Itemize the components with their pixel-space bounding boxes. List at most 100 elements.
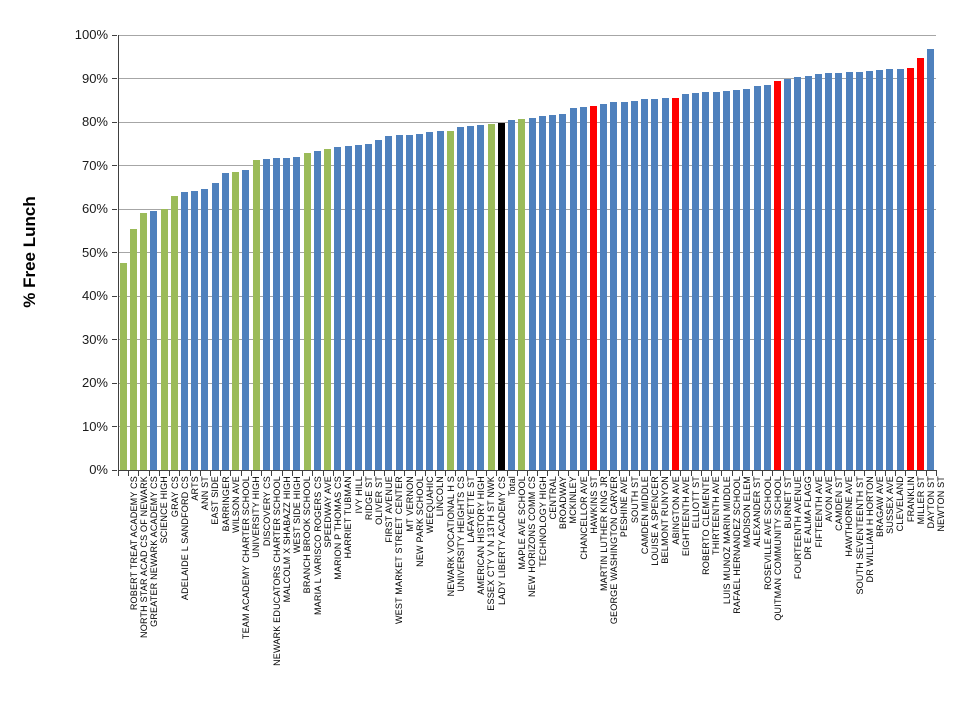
bar <box>416 133 424 470</box>
x-axis-tick <box>762 471 764 476</box>
bar <box>129 228 137 470</box>
x-axis-tick <box>782 471 784 476</box>
x-axis-tick <box>680 471 682 476</box>
x-axis-label: NEWTON ST <box>936 476 947 532</box>
x-axis-tick <box>690 471 692 476</box>
x-axis-label: THIRTEENTH AVE <box>711 476 722 555</box>
y-axis-tick-label: 60% <box>81 201 108 216</box>
bar <box>763 85 771 470</box>
bar <box>365 144 372 470</box>
gridline <box>118 382 936 384</box>
y-axis-tick <box>112 426 117 427</box>
bar <box>119 263 127 470</box>
x-axis-tick <box>230 471 232 476</box>
x-axis-tick <box>649 471 651 476</box>
x-axis-tick <box>210 471 212 476</box>
y-axis-tick <box>112 469 117 471</box>
x-axis-tick <box>619 471 621 476</box>
x-axis-label: WEST MARKET STREET CENTER <box>394 476 405 625</box>
bar <box>262 158 270 470</box>
x-axis-tick <box>281 471 283 476</box>
bar <box>579 106 587 470</box>
bar <box>477 125 485 470</box>
gridline <box>118 426 936 427</box>
x-axis-label: BRANCH BROOK SCHOOL <box>302 476 313 594</box>
bar <box>446 130 454 470</box>
x-axis-label: BELMONT RUNYON <box>660 476 671 564</box>
bar <box>722 91 730 470</box>
x-axis-tick <box>864 471 866 476</box>
y-axis-tick <box>112 34 117 36</box>
bar <box>917 57 925 470</box>
bar <box>600 103 608 470</box>
gridline <box>118 339 936 340</box>
x-axis-label: HARRIET TUBMAN <box>343 476 354 559</box>
x-axis-tick <box>537 471 539 476</box>
bar <box>324 148 332 470</box>
bar <box>855 71 863 470</box>
x-axis-tick <box>158 471 160 476</box>
x-axis-tick <box>302 471 304 476</box>
gridline <box>118 165 936 166</box>
x-axis-label: ALEXANDER ST <box>752 476 763 547</box>
x-axis-tick <box>189 471 191 476</box>
bar <box>804 75 812 470</box>
bar <box>692 92 700 470</box>
bar <box>753 86 761 470</box>
x-axis-tick <box>823 471 825 476</box>
x-axis-label: UNIVERSITY HIGH <box>251 476 262 558</box>
gridline <box>118 295 936 297</box>
bar <box>610 102 618 470</box>
y-axis-tick-label: 30% <box>81 331 108 347</box>
x-axis-tick <box>936 471 937 476</box>
x-axis-label: DR E ALMA FLAGG <box>803 476 814 560</box>
x-axis-tick <box>169 471 171 476</box>
y-axis-tick <box>112 165 117 166</box>
y-axis-tick <box>112 295 117 297</box>
y-axis-tick <box>112 208 117 210</box>
bar <box>160 209 168 470</box>
bar <box>876 69 884 470</box>
x-axis-tick <box>220 471 222 476</box>
x-axis-tick <box>915 471 917 476</box>
x-axis-label: LINCOLN <box>435 476 446 517</box>
x-axis-label: ABINGTON AVE <box>670 476 681 545</box>
x-axis-label: LUIS MUNOZ MARIN MIDDLE <box>721 476 732 605</box>
bar <box>405 134 413 470</box>
bar <box>641 99 649 470</box>
bar <box>712 91 720 470</box>
x-axis-tick <box>118 471 119 476</box>
x-axis-tick <box>895 471 897 476</box>
bar <box>794 77 802 470</box>
bar <box>630 100 638 470</box>
bar <box>487 123 495 470</box>
y-axis-line <box>118 35 119 471</box>
bar <box>896 68 904 470</box>
x-axis-label: ROBERT TREAT ACADEMY CS <box>128 476 139 611</box>
x-axis-tick <box>598 471 600 476</box>
bar <box>293 156 301 470</box>
x-axis-tick <box>148 471 150 476</box>
bar <box>232 171 240 470</box>
x-axis-tick <box>506 471 508 476</box>
x-axis-tick <box>516 471 518 476</box>
x-axis-label: MARIA L VARISCO ROGERS CS <box>312 476 323 616</box>
x-axis-tick <box>322 471 324 476</box>
bar <box>538 116 546 470</box>
bar <box>457 127 465 470</box>
x-axis-tick <box>567 471 569 476</box>
bar <box>733 90 741 470</box>
x-axis-tick <box>925 471 927 476</box>
y-axis-tick <box>112 339 117 340</box>
bar <box>886 69 894 470</box>
x-axis-label: NEWARK VOCATIONAL H S <box>445 476 456 597</box>
bar <box>518 119 526 470</box>
gridline <box>118 34 936 36</box>
x-axis-tick <box>659 471 661 476</box>
y-axis-tick-label: 0% <box>89 462 108 477</box>
bar <box>743 89 751 470</box>
bar <box>375 140 383 470</box>
x-axis-tick <box>629 471 631 476</box>
x-axis-tick <box>721 471 723 476</box>
